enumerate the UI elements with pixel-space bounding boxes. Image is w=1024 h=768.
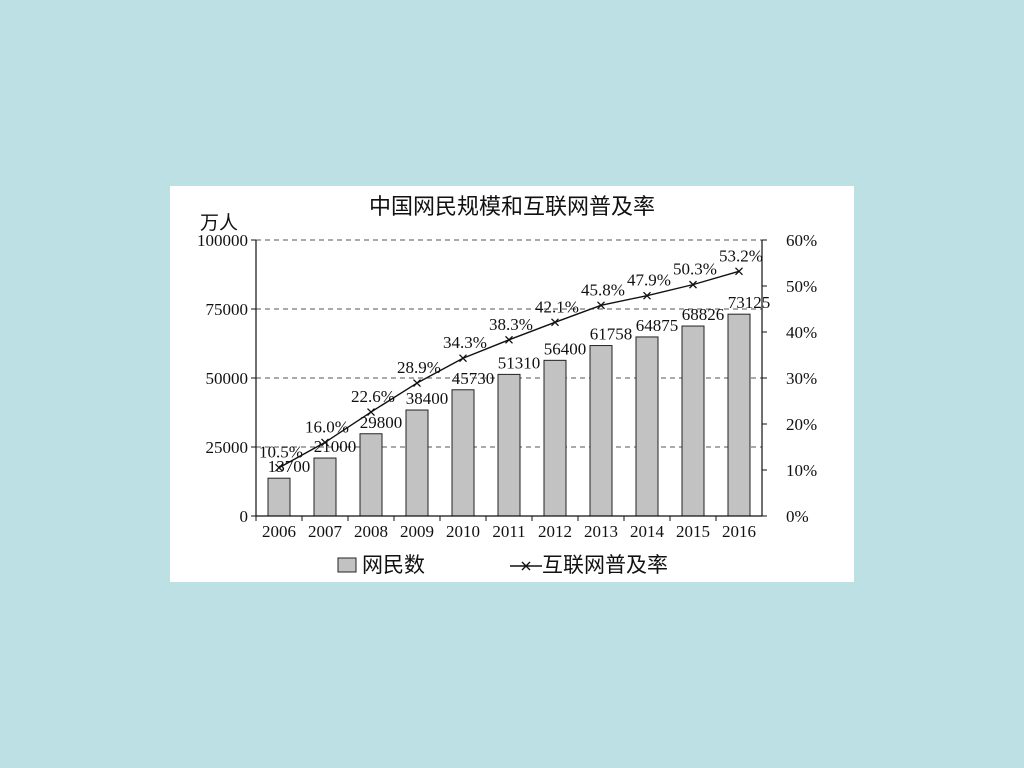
right-tick-label: 50% [786,277,817,296]
rate-point [505,335,513,344]
rate-value-label: 53.2% [719,246,763,265]
legend-line-marker [521,561,531,571]
axes: 0 25000 50000 75000 100000 0% 10% 20% 30% 40% 50% 6… [197,231,817,541]
right-tick-label: 30% [786,369,817,388]
rate-point [597,301,605,310]
legend-bar-label: 网民数 [362,553,425,577]
legend-line-label: 互联网普及率 [542,553,668,577]
x-tick-label: 2007 [308,522,343,541]
rate-point [321,438,329,447]
rate-value-label: 34.3% [443,333,487,352]
chart-card: 中国网民规模和互联网普及率 万人 0 25000 50000 75000 100000 0… [170,186,854,582]
bar-value-label: 21000 [314,437,357,456]
rate-value-label: 28.9% [397,358,441,377]
right-tick-label: 20% [786,415,817,434]
x-tick-label: 2011 [492,522,525,541]
rate-value-label: 16.0% [305,417,349,436]
bar-value-label: 73125 [728,293,771,312]
bar [451,389,475,517]
rate-point [551,318,559,327]
rate-value-label: 42.1% [535,297,579,316]
rate-value-label: 38.3% [489,315,533,334]
rate-value-label: 10.5% [259,443,303,462]
left-tick-label: 0 [240,507,249,526]
x-tick-label: 2015 [676,522,710,541]
bar [267,477,291,517]
x-tick-label: 2013 [584,522,618,541]
rate-point [689,280,697,289]
rate-point [367,408,375,416]
x-tick-label: 2012 [538,522,572,541]
left-tick-label: 50000 [206,369,249,388]
bar-value-label: 68826 [682,305,725,324]
left-tick-label: 75000 [206,300,249,319]
right-tick-label: 0% [786,507,809,526]
combo-chart: 中国网民规模和互联网普及率 万人 02500050000750001000000… [197,194,817,577]
bar-value-label: 56400 [544,339,587,358]
rate-point [459,354,467,363]
x-tick-label: 2014 [630,522,665,541]
rate-point [735,267,743,276]
bar [589,345,613,517]
bars [267,313,751,517]
right-tick-label: 60% [786,231,817,250]
chart-title: 中国网民规模和互联网普及率 [369,194,655,219]
bar-value-label: 64875 [636,316,679,335]
left-tick-label: 25000 [206,438,249,457]
right-tick-label: 40% [786,323,817,342]
left-tick-label: 100000 [197,231,248,250]
rate-point [643,291,651,300]
bar [359,433,383,517]
rate-value-label: 47.9% [627,271,671,290]
bar-value-label: 51310 [498,353,541,372]
bar [635,336,659,517]
rate-value-label: 50.3% [673,260,717,279]
rate-point [275,463,283,472]
x-tick-label: 2009 [400,522,434,541]
legend: 网民数 互联网普及率 [337,553,668,577]
bar [543,359,567,517]
bar-value-label: 61758 [590,325,633,344]
x-tick-label: 2016 [722,522,756,541]
x-tick-label: 2008 [354,522,388,541]
bar [497,373,521,517]
bar-value-label: 38400 [406,389,449,408]
x-tick-label: 2006 [262,522,296,541]
bar [727,313,751,517]
rate-value-label: 22.6% [351,387,395,406]
right-tick-label: 10% [786,461,817,480]
legend-bar-swatch [337,557,357,573]
bar [405,409,429,517]
bar [313,457,337,517]
rate-point [413,379,421,388]
data-labels: 1370021000298003840045730513105640061758… [259,246,770,476]
x-tick-label: 2010 [446,522,480,541]
bar-value-label: 45730 [452,369,495,388]
rate-line [275,267,743,472]
bar-value-label: 13700 [268,457,311,476]
bar-value-label: 29800 [360,413,403,432]
rate-value-label: 45.8% [581,280,625,299]
y-axis-unit-label: 万人 [200,212,238,234]
bar [681,325,705,517]
